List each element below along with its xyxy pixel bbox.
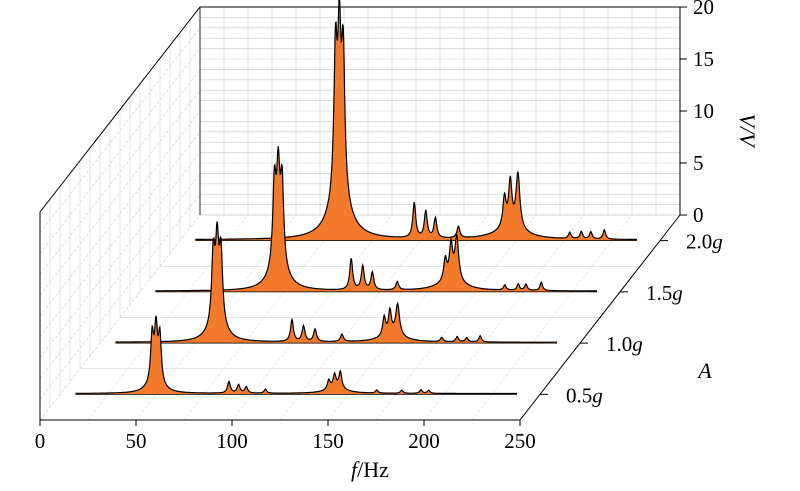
series-line-1.5g — [155, 146, 597, 292]
x-axis-title-var: f — [351, 457, 360, 482]
z-tick-label: 0 — [693, 203, 704, 227]
z-tick-label: 10 — [693, 99, 714, 123]
series-line-1.0g — [115, 221, 557, 343]
z-tick-label: 15 — [693, 47, 714, 71]
z-tick-label: 20 — [693, 0, 714, 19]
y-tick-label: 0.5g — [566, 383, 603, 407]
z-tick-label: 5 — [693, 151, 704, 175]
x-axis-title: f/Hz — [351, 457, 389, 482]
x-tick-label: 250 — [504, 429, 536, 453]
x-tick-label: 0 — [35, 429, 46, 453]
y-axis-ticks: 0.5g 1.0g 1.5g 2.0g — [540, 230, 723, 407]
chart-grid — [39, 6, 681, 421]
x-tick-label: 100 — [216, 429, 248, 453]
series-ridges — [75, 0, 637, 395]
x-tick-label: 150 — [312, 429, 344, 453]
series-area-0.5g — [75, 315, 518, 395]
y-tick-label: 2.0g — [686, 230, 723, 254]
y-tick-label: 1.0g — [606, 332, 643, 356]
x-axis-ticks: 0 50 100 150 200 250 — [35, 420, 536, 453]
y-axis-title: A — [696, 358, 712, 383]
z-axis-ticks: 0 5 10 15 20 — [680, 0, 714, 227]
y-tick-label: 1.5g — [646, 281, 683, 305]
series-line-0.5g — [75, 315, 517, 395]
x-tick-label: 50 — [126, 429, 147, 453]
series-line-2.0g — [195, 0, 637, 240]
x-axis-title-unit: /Hz — [357, 457, 389, 482]
z-axis-title: V/V — [735, 114, 760, 150]
x-tick-label: 200 — [408, 429, 440, 453]
